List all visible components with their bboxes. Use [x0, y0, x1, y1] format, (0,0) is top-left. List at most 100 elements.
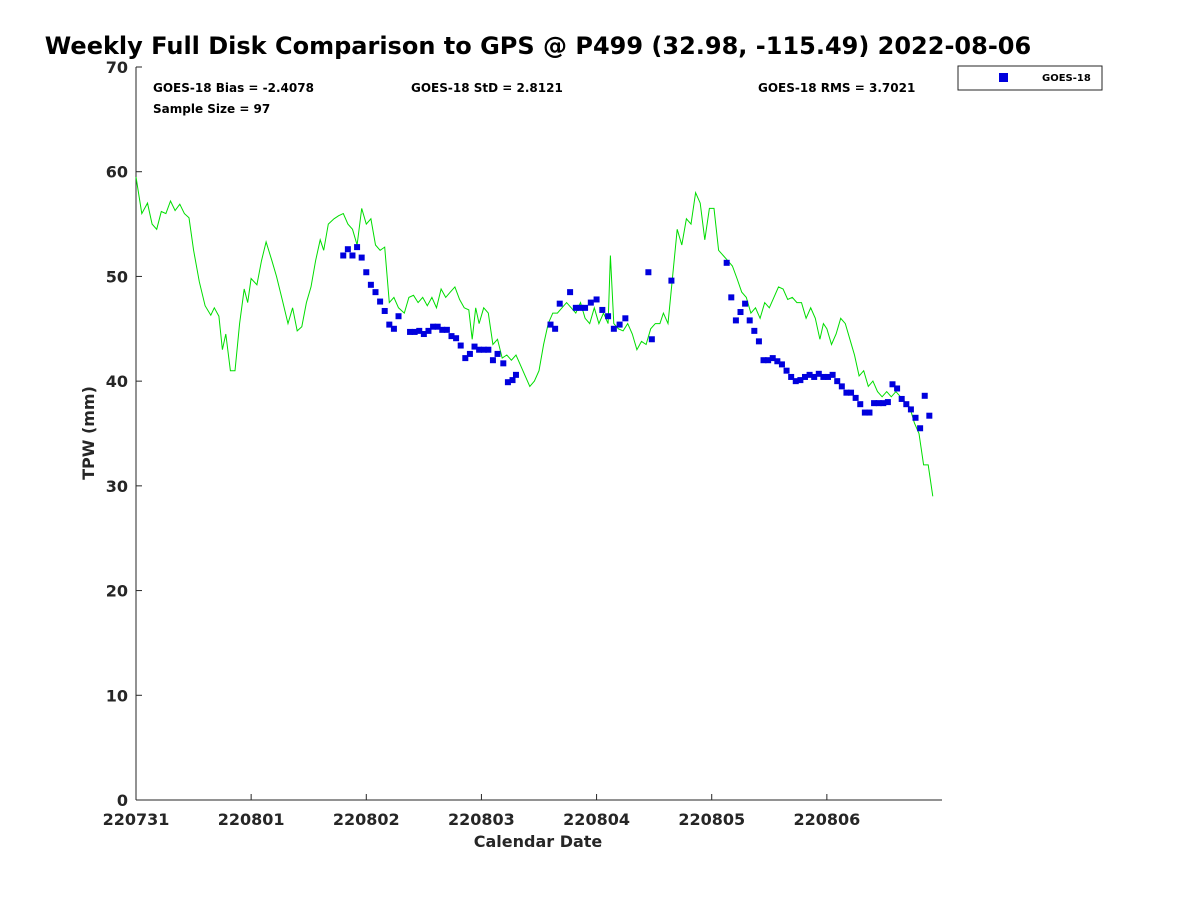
goes-data-point	[489, 357, 496, 364]
goes-data-point	[746, 317, 753, 324]
goes-data-point	[921, 392, 928, 399]
legend-marker-goes	[999, 73, 1008, 82]
x-tick-label: 220801	[218, 810, 285, 829]
y-tick-label: 10	[106, 686, 128, 705]
goes-data-point	[926, 412, 933, 419]
goes-data-point	[381, 307, 388, 314]
goes-data-point	[407, 328, 414, 335]
goes-data-point	[894, 385, 901, 392]
goes-data-point	[778, 361, 785, 368]
goes-data-point	[917, 425, 924, 432]
legend-label-goes: GOES-18	[1042, 73, 1091, 84]
goes-data-point	[466, 350, 473, 357]
std-stat: GOES-18 StD = 2.8121	[411, 81, 563, 95]
x-tick-label: 220803	[448, 810, 515, 829]
plot-area	[135, 176, 934, 497]
goes-data-point	[806, 371, 813, 378]
goes-data-point	[416, 327, 423, 334]
goes-data-point	[820, 373, 827, 380]
goes-data-point	[552, 325, 559, 332]
goes-data-point	[509, 377, 516, 384]
goes-data-point	[610, 325, 617, 332]
goes-data-point	[367, 281, 374, 288]
y-axis-label: TPW (mm)	[79, 386, 98, 480]
goes-data-point	[622, 315, 629, 322]
x-axis-label: Calendar Date	[474, 832, 603, 851]
goes-data-point	[556, 300, 563, 307]
y-tick-label: 50	[106, 267, 128, 286]
goes-data-point	[577, 304, 584, 311]
goes-data-point	[504, 379, 511, 386]
goes-data-point	[476, 346, 483, 353]
goes-data-point	[448, 333, 455, 340]
goes-data-point	[377, 298, 384, 305]
goes-data-point	[439, 326, 446, 333]
goes-data-point	[861, 409, 868, 416]
goes-data-point	[582, 304, 589, 311]
goes-data-point	[829, 371, 836, 378]
sample-size-stat: Sample Size = 97	[153, 102, 270, 116]
goes-data-point	[907, 406, 914, 413]
goes-data-point	[605, 313, 612, 320]
goes-data-point	[723, 259, 730, 266]
goes-data-point	[871, 400, 878, 407]
goes-data-point	[593, 296, 600, 303]
goes-data-point	[760, 357, 767, 364]
goes-data-point	[728, 294, 735, 301]
goes-data-point	[880, 400, 887, 407]
goes-data-point	[471, 343, 478, 350]
x-tick-label: 220806	[793, 810, 860, 829]
goes-data-point	[866, 409, 873, 416]
goes-data-point	[395, 313, 402, 320]
goes-data-point	[572, 304, 579, 311]
goes-data-point	[344, 246, 351, 253]
goes-data-point	[645, 269, 652, 276]
goes-data-point	[838, 383, 845, 390]
goes-data-point	[765, 357, 772, 364]
goes-data-point	[567, 289, 574, 296]
goes-data-point	[349, 252, 356, 259]
bias-stat: GOES-18 Bias = -2.4078	[153, 81, 314, 95]
goes-data-point	[811, 373, 818, 380]
goes-data-point	[453, 335, 460, 342]
goes-data-point	[834, 378, 841, 385]
goes-data-point	[884, 399, 891, 406]
y-tick-label: 20	[106, 582, 128, 601]
goes-data-point	[443, 326, 450, 333]
goes-data-point	[587, 299, 594, 306]
goes-data-point	[547, 321, 554, 328]
y-tick-label: 70	[106, 58, 128, 77]
goes-series-markers	[340, 244, 933, 432]
goes-data-point	[390, 325, 397, 332]
goes-data-point	[386, 321, 393, 328]
goes-data-point	[411, 328, 418, 335]
goes-data-point	[852, 394, 859, 401]
y-tick-label: 60	[106, 163, 128, 182]
goes-data-point	[737, 309, 744, 316]
goes-data-point	[616, 321, 623, 328]
goes-data-point	[889, 381, 896, 388]
goes-data-point	[912, 414, 919, 421]
x-tick-label: 220805	[678, 810, 745, 829]
goes-data-point	[457, 342, 464, 349]
rms-stat: GOES-18 RMS = 3.7021	[758, 81, 915, 95]
y-tick-label: 0	[117, 791, 128, 810]
goes-data-point	[494, 350, 501, 357]
goes-data-point	[769, 355, 776, 362]
goes-data-point	[340, 252, 347, 259]
goes-data-point	[898, 395, 905, 402]
chart-title: Weekly Full Disk Comparison to GPS @ P49…	[45, 32, 1031, 60]
goes-data-point	[742, 300, 749, 307]
goes-data-point	[425, 327, 432, 334]
goes-data-point	[500, 360, 507, 367]
y-tick-label: 40	[106, 372, 128, 391]
goes-data-point	[430, 323, 437, 330]
legend: GOES-18	[957, 65, 1103, 91]
x-tick-label: 220731	[103, 810, 170, 829]
goes-data-point	[792, 378, 799, 385]
goes-data-point	[801, 373, 808, 380]
goes-data-point	[354, 244, 361, 251]
goes-data-point	[797, 377, 804, 384]
goes-data-point	[783, 367, 790, 374]
goes-data-point	[480, 346, 487, 353]
